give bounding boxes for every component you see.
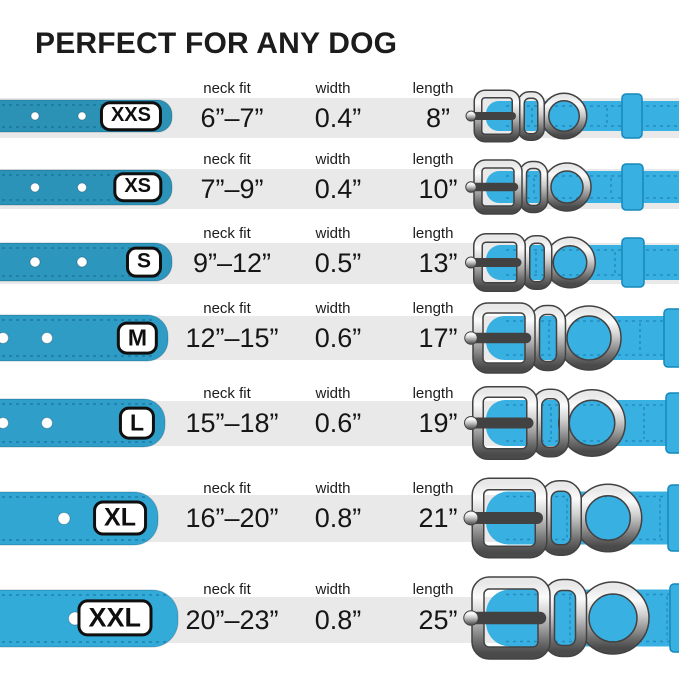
- column-header-length: length: [412, 581, 454, 598]
- neck-fit-value: 20”–23”: [185, 605, 279, 635]
- length-value: 13”: [418, 248, 458, 278]
- neck-fit-value: 12”–15”: [185, 323, 279, 353]
- column-header-length: length: [412, 80, 454, 97]
- collar-buckle-right-graphic: [464, 302, 679, 374]
- column-header-length: length: [412, 480, 454, 497]
- collar-buckle-right-graphic: [465, 232, 679, 292]
- column-header-neck-fit: neck fit: [203, 80, 251, 97]
- column-header-width: width: [315, 80, 351, 97]
- length-value: 25”: [418, 605, 458, 635]
- collar-buckle-right-graphic: [465, 89, 679, 143]
- width-value: 0.4”: [314, 103, 362, 133]
- size-badge: M: [116, 321, 158, 355]
- column-header-width: width: [315, 385, 351, 402]
- length-value: 8”: [425, 103, 450, 133]
- length-value: 19”: [418, 408, 458, 438]
- column-header-length: length: [412, 225, 454, 242]
- column-header-neck-fit: neck fit: [203, 385, 251, 402]
- neck-fit-value: 6”–7”: [200, 103, 264, 133]
- column-header-width: width: [315, 480, 351, 497]
- length-value: 10”: [418, 174, 458, 204]
- column-header-width: width: [315, 300, 351, 317]
- size-badge: XXS: [99, 101, 162, 131]
- neck-fit-value: 7”–9”: [200, 174, 264, 204]
- width-value: 0.8”: [314, 503, 362, 533]
- collar-buckle-right-graphic: [463, 576, 679, 660]
- column-header-length: length: [412, 151, 454, 168]
- size-badge: XXL: [77, 599, 152, 637]
- width-value: 0.5”: [314, 248, 362, 278]
- column-header-length: length: [412, 385, 454, 402]
- column-header-width: width: [315, 581, 351, 598]
- column-header-width: width: [315, 225, 351, 242]
- size-badge: L: [118, 406, 155, 440]
- width-value: 0.6”: [314, 408, 362, 438]
- width-value: 0.8”: [314, 605, 362, 635]
- length-value: 21”: [418, 503, 458, 533]
- neck-fit-value: 15”–18”: [185, 408, 279, 438]
- column-header-neck-fit: neck fit: [203, 225, 251, 242]
- neck-fit-value: 16”–20”: [185, 503, 279, 533]
- column-header-neck-fit: neck fit: [203, 300, 251, 317]
- column-header-width: width: [315, 151, 351, 168]
- column-header-neck-fit: neck fit: [203, 151, 251, 168]
- size-badge: XL: [93, 500, 147, 536]
- collar-buckle-right-graphic: [463, 477, 679, 559]
- width-value: 0.4”: [314, 174, 362, 204]
- size-badge: S: [125, 246, 162, 278]
- column-header-length: length: [412, 300, 454, 317]
- width-value: 0.6”: [314, 323, 362, 353]
- length-value: 17”: [418, 323, 458, 353]
- neck-fit-value: 9”–12”: [192, 248, 272, 278]
- collar-buckle-right-graphic: [464, 386, 679, 460]
- collar-buckle-right-graphic: [465, 159, 679, 215]
- size-badge: XS: [113, 172, 162, 202]
- page-title: PERFECT FOR ANY DOG: [35, 27, 398, 60]
- column-header-neck-fit: neck fit: [203, 480, 251, 497]
- column-header-neck-fit: neck fit: [203, 581, 251, 598]
